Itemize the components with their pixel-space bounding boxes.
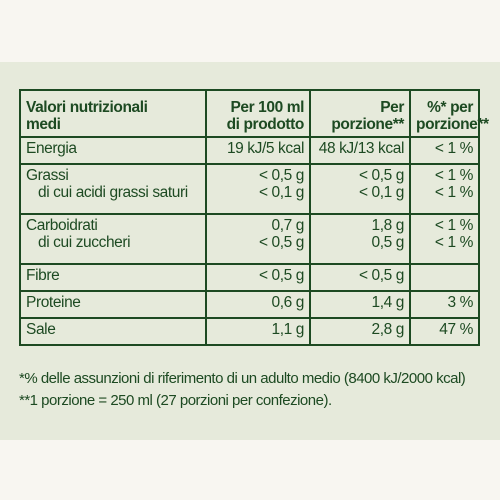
value-per-100ml: 1,1 g [205, 317, 311, 346]
value: < 1 % [434, 234, 473, 251]
value: < 0,1 g [258, 184, 304, 201]
value-per-portion: 1,8 g 0,5 g [309, 213, 411, 265]
nutrient-label: Fibre [19, 263, 207, 292]
footnote-reference-intake: *% delle assunzioni di riferimento di un… [19, 370, 466, 387]
header-row: Valori nutrizionali medi Per 100 ml di p… [19, 89, 489, 138]
value-per-100ml: 0,7 g < 0,5 g [205, 213, 311, 265]
value-per-portion: 2,8 g [309, 317, 411, 346]
header-per-portion-line: porzione** [331, 116, 404, 133]
value: 3 % [447, 294, 473, 311]
header-nutrient: Valori nutrizionali medi [19, 89, 207, 138]
value: 1,8 g [371, 217, 405, 234]
nutrient-name: Sale [26, 321, 56, 338]
value: < 1 % [434, 140, 473, 157]
header-per-100ml-line: di prodotto [226, 116, 305, 133]
value: 0,5 g [371, 234, 405, 251]
value-per-100ml: 19 kJ/5 kcal [205, 136, 311, 165]
value-per-100ml: < 0,5 g < 0,1 g [205, 163, 311, 215]
nutrition-table: Valori nutrizionali medi Per 100 ml di p… [19, 89, 489, 346]
value: < 1 % [434, 167, 473, 184]
value: < 0,5 g [258, 267, 304, 284]
value-per-portion: 1,4 g [309, 290, 411, 319]
nutrient-name: Grassi [26, 167, 69, 184]
value: < 0,5 g [258, 234, 304, 251]
value-percent-ri: < 1 % [409, 136, 480, 165]
footnote-portion: **1 porzione = 250 ml (27 porzioni per c… [19, 392, 332, 409]
nutrient-name: Proteine [26, 294, 81, 311]
value-per-portion: < 0,5 g [309, 263, 411, 292]
value-percent-ri: < 1 % < 1 % [409, 163, 480, 215]
header-percent-ri-line: porzione** [416, 116, 489, 133]
header-percent-ri: %* per porzione** [409, 89, 489, 138]
table-row-fibre: Fibre < 0,5 g < 0,5 g [19, 263, 480, 292]
value: 47 % [439, 321, 473, 338]
value: 0,7 g [271, 217, 305, 234]
header-per-portion: Per porzione** [309, 89, 411, 138]
value: 48 kJ/13 kcal [318, 140, 405, 157]
value: 1,4 g [371, 294, 405, 311]
value: < 0,5 g [358, 267, 404, 284]
header-per-portion-line: Per [380, 99, 404, 116]
value: < 0,1 g [358, 184, 404, 201]
table-row-grassi: Grassi di cui acidi grassi saturi < 0,5 … [19, 163, 480, 215]
value: 2,8 g [371, 321, 405, 338]
nutrient-name: Fibre [26, 267, 60, 284]
nutrient-label: Sale [19, 317, 207, 346]
header-per-100ml: Per 100 ml di prodotto [205, 89, 311, 138]
table-row-energia: Energia 19 kJ/5 kcal 48 kJ/13 kcal < 1 % [19, 136, 480, 165]
table-row-proteine: Proteine 0,6 g 1,4 g 3 % [19, 290, 480, 319]
value-percent-ri: 47 % [409, 317, 480, 346]
nutrient-subname: di cui acidi grassi saturi [38, 184, 188, 201]
footnotes: *% delle assunzioni di riferimento di un… [19, 368, 489, 412]
value: < 0,5 g [358, 167, 404, 184]
header-percent-ri-line: %* per [427, 99, 473, 116]
header-nutrient-line: medi [26, 116, 61, 133]
value: < 0,5 g [258, 167, 304, 184]
value-per-100ml: < 0,5 g [205, 263, 311, 292]
value: < 1 % [434, 184, 473, 201]
value-per-portion: < 0,5 g < 0,1 g [309, 163, 411, 215]
value-per-100ml: 0,6 g [205, 290, 311, 319]
header-per-100ml-line: Per 100 ml [230, 99, 304, 116]
nutrient-name: Energia [26, 140, 77, 157]
nutrient-label: Energia [19, 136, 207, 165]
nutrient-label: Proteine [19, 290, 207, 319]
table-row-carboidrati: Carboidrati di cui zuccheri 0,7 g < 0,5 … [19, 213, 480, 265]
value: 0,6 g [271, 294, 305, 311]
header-nutrient-line: Valori nutrizionali [26, 99, 148, 116]
nutrient-subname: di cui zuccheri [38, 234, 131, 251]
table-row-sale: Sale 1,1 g 2,8 g 47 % [19, 317, 480, 346]
value-percent-ri [409, 263, 480, 292]
value-per-portion: 48 kJ/13 kcal [309, 136, 411, 165]
value: 19 kJ/5 kcal [226, 140, 304, 157]
nutrient-label: Grassi di cui acidi grassi saturi [19, 163, 207, 215]
value-percent-ri: < 1 % < 1 % [409, 213, 480, 265]
value: 1,1 g [271, 321, 305, 338]
value: < 1 % [434, 217, 473, 234]
value-percent-ri: 3 % [409, 290, 480, 319]
nutrient-name: Carboidrati [26, 217, 98, 234]
nutrient-label: Carboidrati di cui zuccheri [19, 213, 207, 265]
